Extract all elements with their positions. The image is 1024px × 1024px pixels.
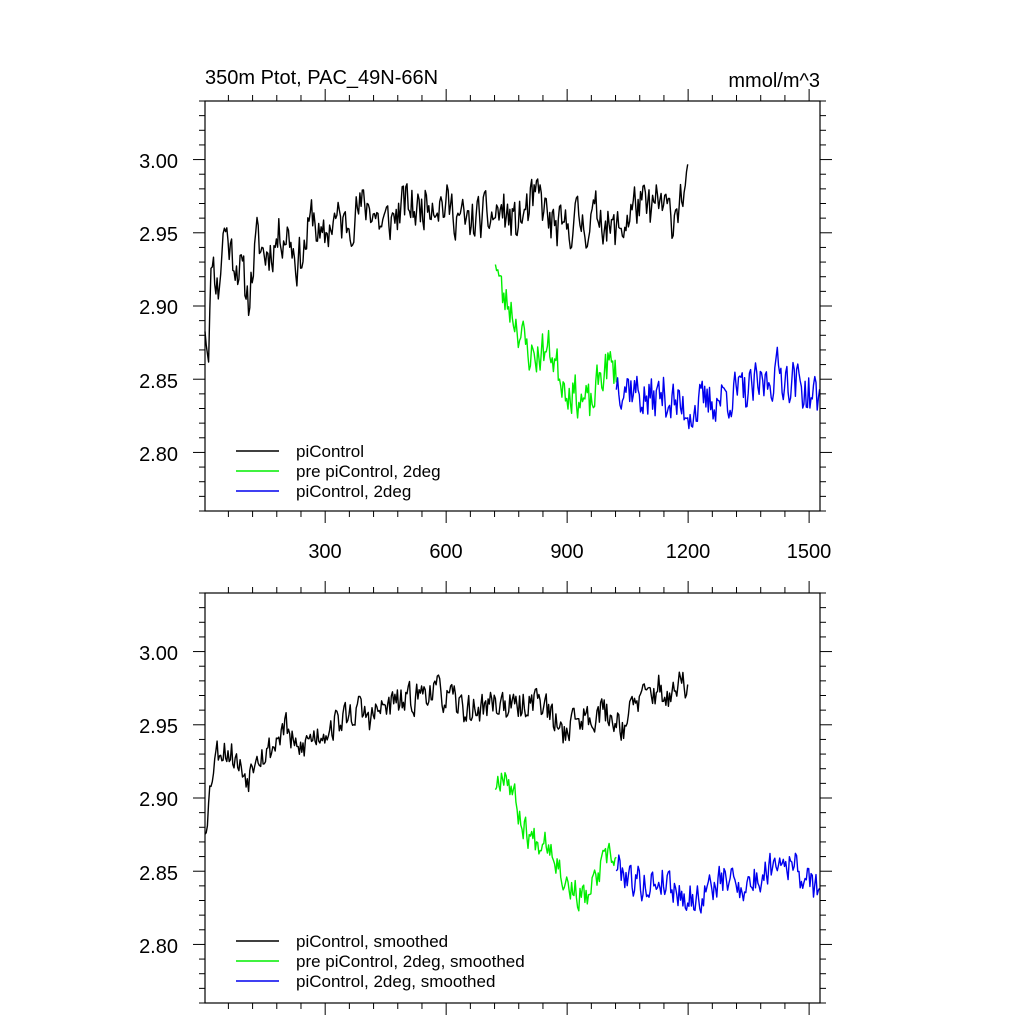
top-series-group	[204, 164, 821, 430]
bottom-ticks-group	[193, 581, 832, 1015]
legend-label: piControl, 2deg, smoothed	[296, 972, 495, 991]
legend-label: piControl	[296, 442, 364, 461]
top-y-tick-label: 2.80	[139, 444, 178, 466]
bottom-y-tick-label: 2.85	[139, 863, 178, 885]
bottom-y-tick-label: 2.80	[139, 936, 178, 958]
series-line	[494, 772, 617, 912]
top-title: 350m Ptot, PAC_49N-66N	[205, 67, 438, 89]
series-line	[204, 671, 689, 835]
top-legend: piControl pre piControl, 2deg piControl,…	[236, 442, 441, 501]
bottom-y-tick-label: 3.00	[139, 643, 178, 665]
top-panel: 350m Ptot, PAC_49N-66N mmol/m^3 3.00 2.9…	[139, 67, 832, 563]
bottom-y-tick-label: 2.90	[139, 789, 178, 811]
top-x-tick-label: 1500	[787, 541, 832, 563]
top-x-tick-label: 300	[308, 541, 341, 563]
bottom-legend: piControl, smoothed pre piControl, 2deg,…	[236, 932, 525, 991]
top-x-tick-label: 1200	[666, 541, 711, 563]
top-ticks-group	[193, 89, 832, 523]
top-plot-frame	[204, 100, 821, 512]
top-y-tick-label: 3.00	[139, 151, 178, 173]
top-x-tick-label: 900	[550, 541, 583, 563]
series-line	[615, 346, 821, 430]
legend-label: piControl, smoothed	[296, 932, 448, 951]
top-y-tick-label: 2.90	[139, 297, 178, 319]
series-line	[615, 852, 821, 914]
top-x-tick-label: 600	[429, 541, 462, 563]
legend-label: piControl, 2deg	[296, 482, 411, 501]
series-line	[204, 164, 689, 363]
legend-label: pre piControl, 2deg	[296, 462, 441, 481]
top-y-tick-label: 2.95	[139, 224, 178, 246]
top-units-label: mmol/m^3	[728, 70, 820, 92]
series-line	[494, 264, 617, 419]
top-y-tick-label: 2.85	[139, 371, 178, 393]
bottom-y-tick-label: 2.95	[139, 716, 178, 738]
legend-label: pre piControl, 2deg, smoothed	[296, 952, 525, 971]
bottom-series-group	[204, 671, 821, 914]
bottom-panel: 3.00 2.95 2.90 2.85 2.80 piControl, smoo…	[139, 581, 832, 1015]
bottom-plot-frame	[204, 592, 821, 1004]
